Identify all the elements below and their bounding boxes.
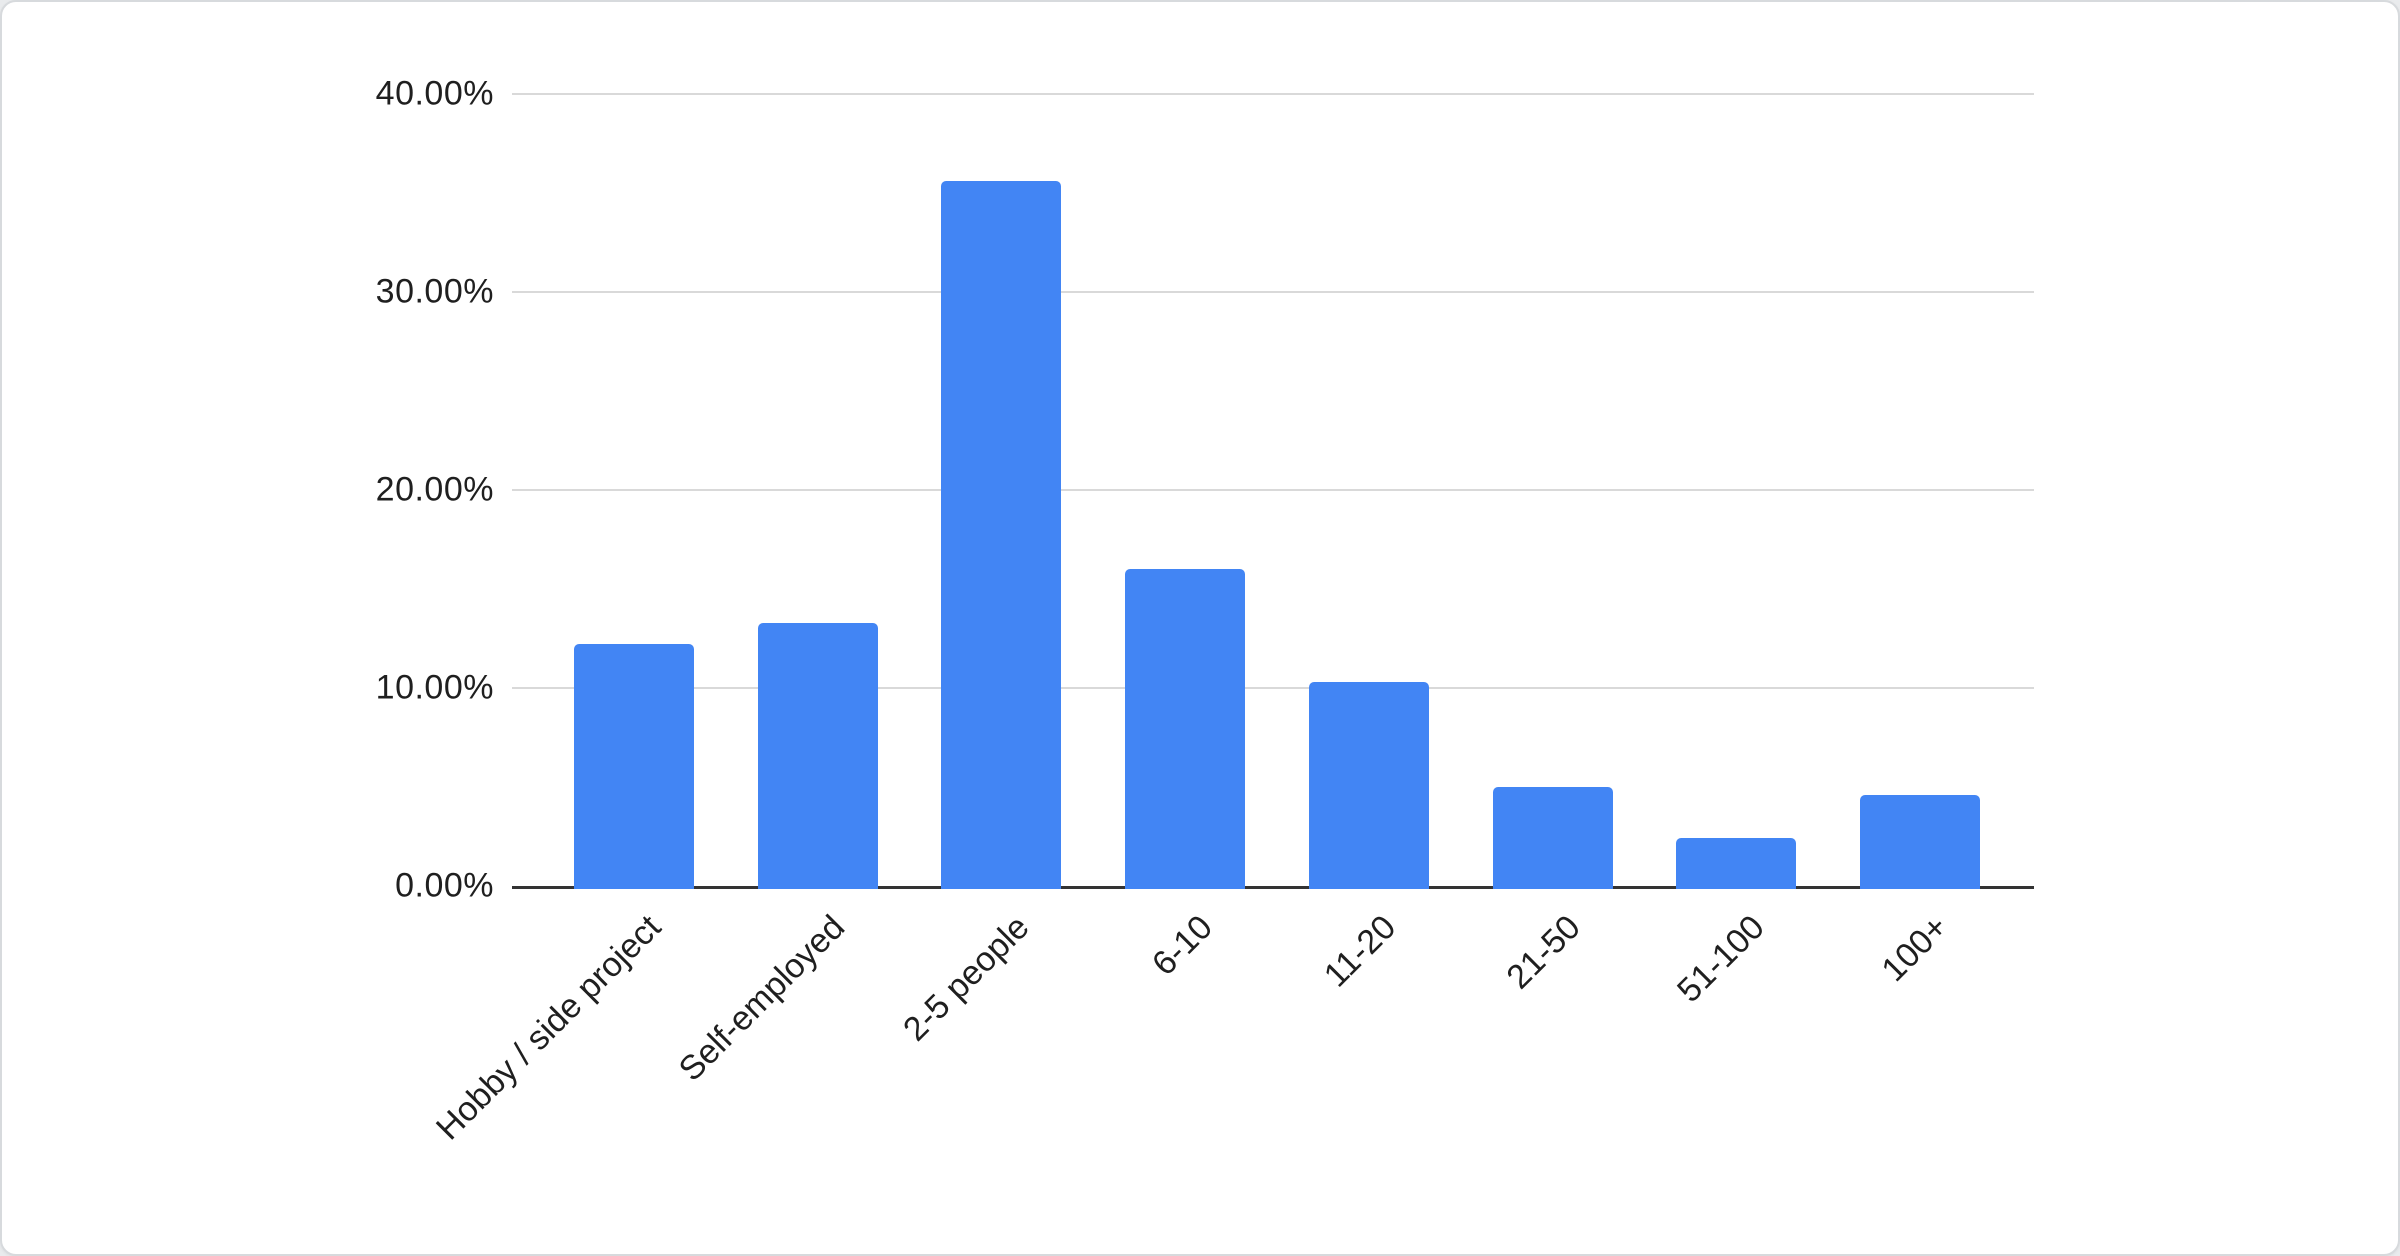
bar-hobby-side-project	[573, 644, 694, 889]
bar-slot	[1828, 94, 2012, 889]
bar-11-20	[1308, 682, 1429, 889]
bar-group	[542, 94, 2012, 889]
y-axis-label-30: 30.00%	[375, 272, 494, 311]
x-axis-label-51-100: 51-100	[1669, 908, 1772, 1010]
gridline-30	[512, 291, 2034, 293]
bar-51-100	[1676, 838, 1797, 889]
bar-slot	[1277, 94, 1461, 889]
bar-slot	[726, 94, 910, 889]
y-axis-label-0: 0.00%	[395, 866, 494, 905]
bar-21-50	[1492, 787, 1613, 889]
y-axis-label-40: 40.00%	[375, 74, 494, 113]
bar-slot	[542, 94, 726, 889]
x-axis-label-11-20: 11-20	[1317, 908, 1404, 995]
bar-self-employed	[757, 622, 878, 889]
x-axis-label-100: 100+	[1873, 908, 1955, 990]
bar-slot	[910, 94, 1094, 889]
bar-slot	[1461, 94, 1645, 889]
bar-slot	[1645, 94, 1829, 889]
y-axis-label-20: 20.00%	[375, 470, 494, 509]
bar-chart-plot-area	[512, 93, 2034, 889]
y-axis-label-10: 10.00%	[375, 668, 494, 707]
x-axis-label-6-10: 6-10	[1144, 908, 1220, 983]
x-axis-line	[512, 886, 2034, 889]
x-axis-label-hobby-side-project: Hobby / side project	[429, 908, 669, 1148]
gridline-20	[512, 489, 2034, 491]
x-axis-label-self-employed: Self-employed	[671, 908, 853, 1089]
gridline-10	[512, 687, 2034, 689]
bar-6-10	[1125, 569, 1246, 889]
bar-slot	[1093, 94, 1277, 889]
gridline-40	[512, 93, 2034, 95]
bar-2-5-people	[941, 181, 1062, 889]
x-axis-label-2-5-people: 2-5 people	[895, 908, 1037, 1049]
x-axis-label-21-50: 21-50	[1499, 908, 1588, 997]
bar-100	[1860, 794, 1981, 889]
